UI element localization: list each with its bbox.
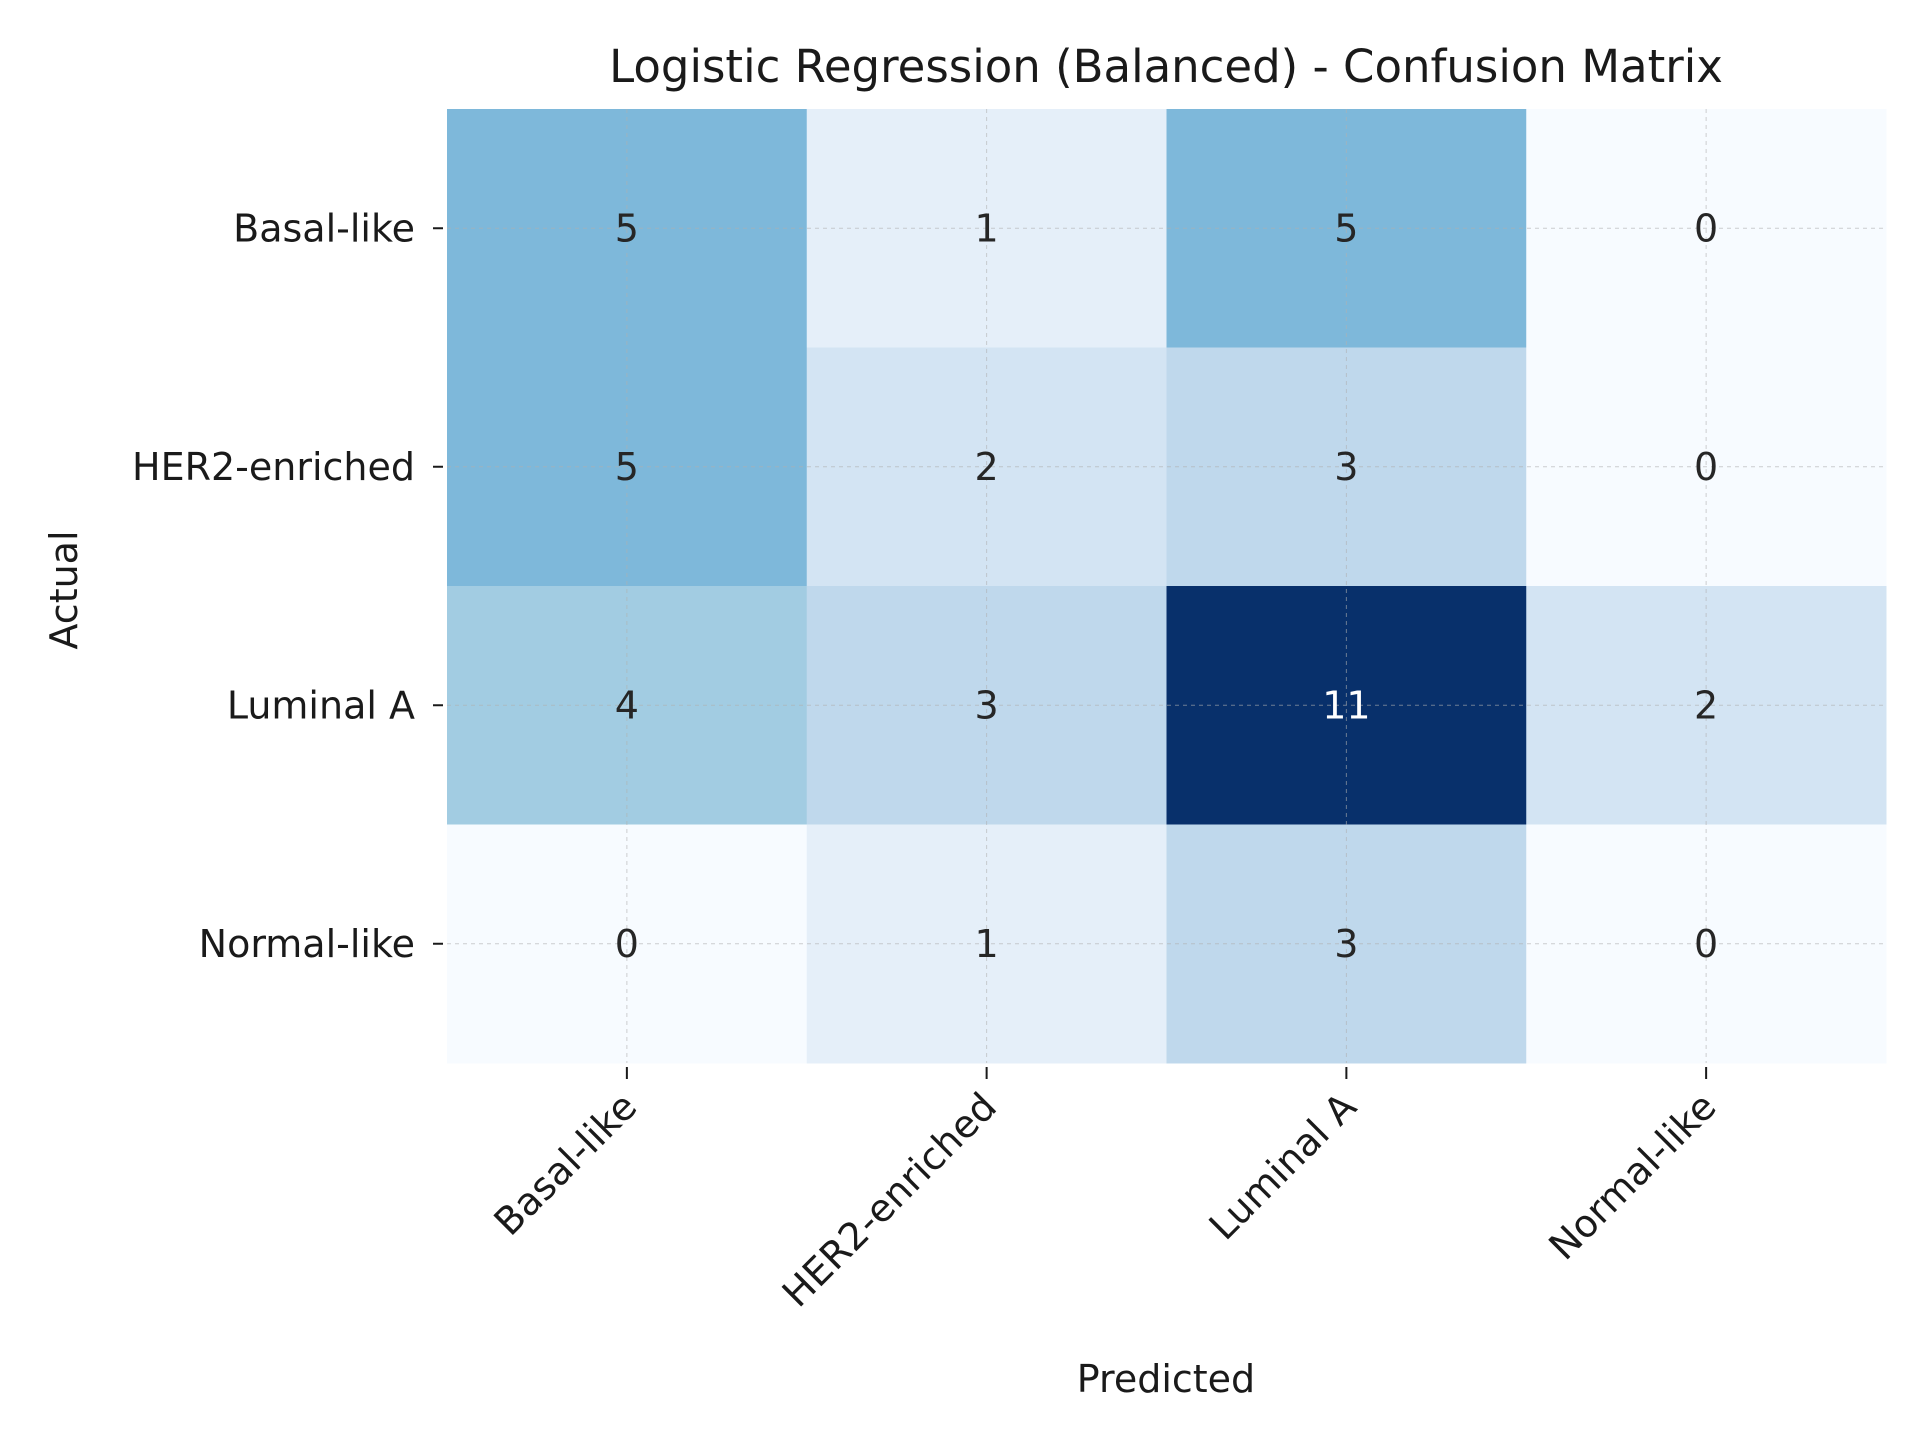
x-tick-label: Luminal A xyxy=(1201,1084,1365,1248)
cell-value-label: 0 xyxy=(615,922,639,966)
cell-value-label: 3 xyxy=(1334,922,1358,966)
y-axis-ticks: Basal-like HER2-enriched Luminal A Normal-l… xyxy=(132,206,443,966)
cell-value-label: 5 xyxy=(615,445,639,489)
cell-value-label: 0 xyxy=(1694,206,1718,250)
grid-lines xyxy=(447,109,1886,1063)
cell-value-label: 1 xyxy=(975,922,999,966)
y-tick-label: Luminal A xyxy=(227,683,415,727)
x-tick-label: Basal-like xyxy=(486,1084,646,1244)
y-tick-label: Basal-like xyxy=(233,206,415,250)
x-axis-label: Predicted xyxy=(1077,1357,1255,1401)
cell-value-label: 2 xyxy=(1694,683,1718,727)
cell-value-label: 0 xyxy=(1694,922,1718,966)
y-tick-label: HER2-enriched xyxy=(132,445,415,489)
cell-value-label: 11 xyxy=(1322,683,1370,727)
cell-value-labels: 5 1 5 0 5 2 3 0 4 3 11 2 0 1 3 0 xyxy=(615,206,1718,966)
chart-title: Logistic Regression (Balanced) - Confusi… xyxy=(609,40,1723,93)
y-axis-label: Actual xyxy=(42,530,86,649)
cell-value-label: 0 xyxy=(1694,445,1718,489)
heatmap-cell xyxy=(447,586,808,825)
y-tick-label: Normal-like xyxy=(199,922,415,966)
heatmap-cell xyxy=(447,109,808,348)
cell-value-label: 3 xyxy=(1334,445,1358,489)
cell-value-label: 5 xyxy=(615,206,639,250)
x-tick-label: Normal-like xyxy=(1540,1084,1724,1268)
cell-value-label: 5 xyxy=(1334,206,1358,250)
x-axis-ticks: Basal-like HER2-enriched Luminal A Normal-l… xyxy=(486,1067,1724,1315)
cell-value-label: 4 xyxy=(615,683,639,727)
cell-value-label: 3 xyxy=(975,683,999,727)
heatmap-cells xyxy=(447,109,1887,1064)
heatmap-cell xyxy=(447,347,808,587)
x-tick-label: HER2-enriched xyxy=(774,1084,1005,1315)
cell-value-label: 1 xyxy=(975,206,999,250)
cell-value-label: 2 xyxy=(975,445,999,489)
